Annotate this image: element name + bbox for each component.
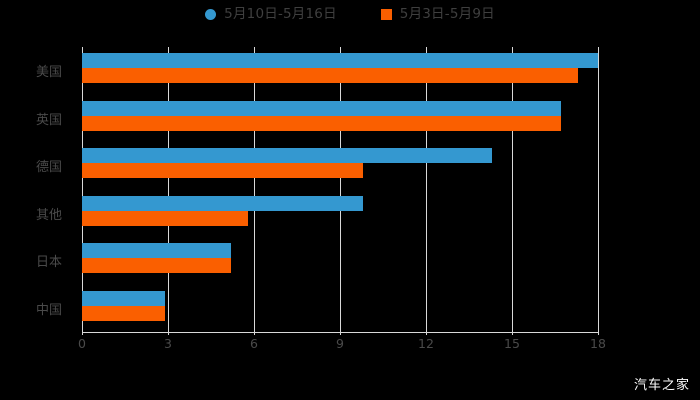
y-axis-label: 德国 [35,160,62,176]
x-axis-tick-label: 12 [418,336,434,351]
x-axis-tick-label: 15 [504,336,520,351]
gridline-6 [254,47,255,332]
gridline-18 [598,47,599,332]
gridline-3 [168,47,169,332]
x-axis-tick-mark [254,329,255,335]
gridline-9 [340,47,341,332]
bar-row [82,142,598,190]
bar-row [82,47,598,95]
x-axis-tick-mark [426,329,427,335]
y-axis-label: 美国 [35,65,62,81]
bar[interactable] [82,53,598,68]
gridline-0 [82,47,83,332]
chart-legend: 5月10日-5月16日 5月3日-5月9日 [0,6,700,22]
x-axis-tick-label: 18 [590,336,606,351]
y-axis-label: 其他 [35,207,62,223]
bar[interactable] [82,243,232,258]
bar[interactable] [82,210,249,226]
y-axis-label: 日本 [35,255,62,271]
bar[interactable] [82,290,166,306]
bar[interactable] [82,115,561,131]
legend-item-1[interactable]: 5月3日-5月9日 [380,6,495,22]
bar[interactable] [82,68,578,83]
x-axis-tick-label: 6 [250,336,258,351]
bar[interactable] [82,305,166,321]
bar[interactable] [82,100,561,116]
bar-rows [82,47,598,332]
gridline-15 [512,47,513,332]
square-marker-icon [380,9,392,21]
bar-row [82,285,598,333]
bar[interactable] [82,163,363,178]
legend-label-1: 5月3日-5月9日 [399,6,495,22]
circle-marker-icon [205,9,217,21]
gridline-12 [426,47,427,332]
bar[interactable] [82,195,363,211]
x-axis-tick-mark [512,329,513,335]
x-axis-tick-label: 9 [336,336,344,351]
bar-row [82,95,598,143]
watermark: 汽车之家 [633,378,690,393]
bar-row [82,237,598,285]
legend-item-0[interactable]: 5月10日-5月16日 [205,6,337,22]
x-axis-tick-mark [82,329,83,335]
x-axis-labels: 0 3 6 9 12 15 18 [78,329,606,356]
y-axis-label: 中国 [35,302,62,318]
x-axis-tick-label: 3 [164,336,172,351]
x-axis-tick-label: 0 [78,336,86,351]
bar[interactable] [82,148,492,163]
y-axis-labels: 美国英国德国其他日本中国 [0,47,74,332]
y-axis-label: 英国 [35,112,62,128]
legend-label-0: 5月10日-5月16日 [224,6,337,22]
plot-area [82,47,599,333]
bar[interactable] [82,258,232,273]
bar-row [82,190,598,238]
x-axis-tick-mark [598,329,599,335]
x-axis-tick-mark [168,329,169,335]
x-axis-tick-mark [340,329,341,335]
